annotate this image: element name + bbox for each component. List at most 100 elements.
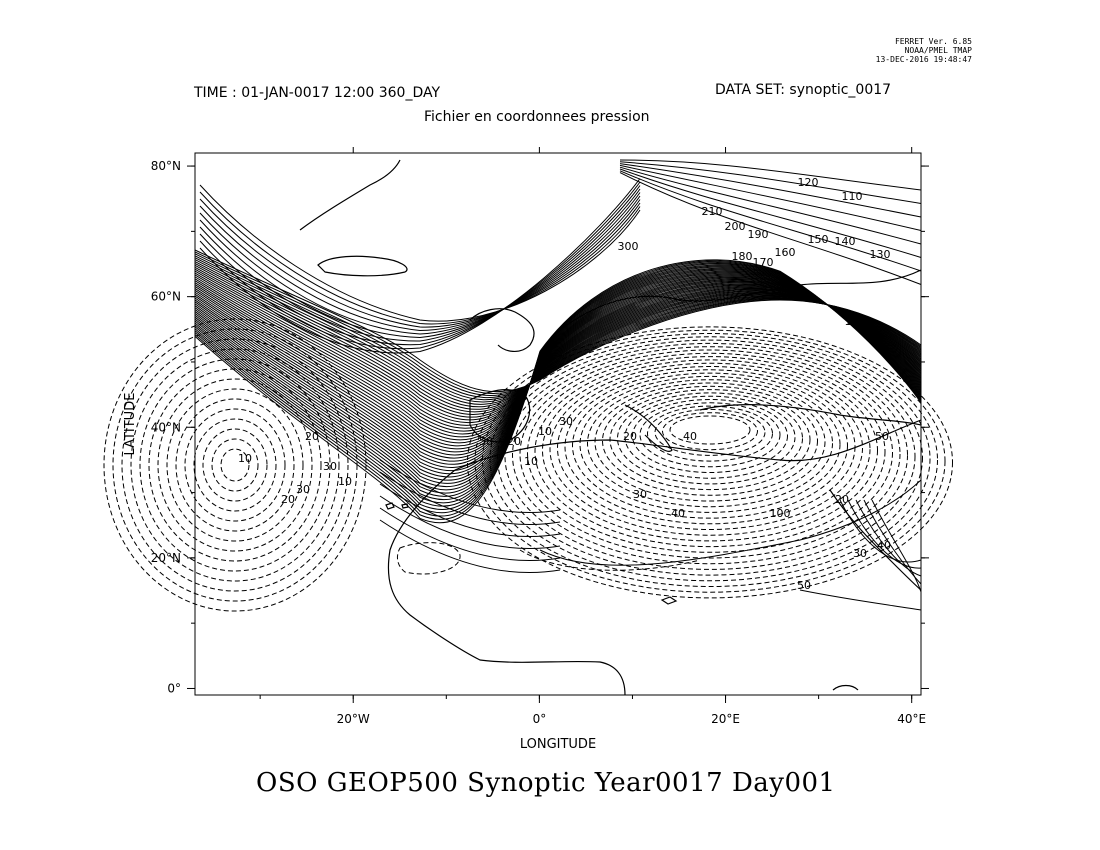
solid-contour <box>199 195 641 335</box>
y-tick-label: 60°N <box>151 290 181 304</box>
dashed-contour <box>549 362 871 536</box>
dashed-contour <box>557 366 863 530</box>
dashed-contour <box>175 398 295 532</box>
dashed-contour <box>467 326 953 599</box>
contour-label: 30 <box>296 483 310 496</box>
solid-contour <box>619 164 922 231</box>
dashed-contour <box>396 542 461 575</box>
dashed-contour <box>112 328 358 602</box>
contour-label: 180 <box>732 250 753 263</box>
x-tick-label: 40°E <box>897 712 926 726</box>
dashed-contour <box>157 378 313 552</box>
contour-label: 170 <box>753 256 774 269</box>
dashed-contour <box>654 408 766 456</box>
contour-label: 160 <box>775 246 796 259</box>
dashed-contour <box>504 342 916 570</box>
contour-label: 120 <box>798 176 819 189</box>
solid-contour <box>194 255 922 398</box>
contour-label: 180 <box>845 315 866 328</box>
coastline <box>699 403 922 426</box>
dashed-contour <box>647 405 773 462</box>
dashed-contour <box>519 349 901 559</box>
contour-label: 200 <box>725 220 746 233</box>
contour-label: 30 <box>853 547 867 560</box>
plot-frame <box>194 152 922 696</box>
contour-label: 10 <box>238 452 252 465</box>
solid-contour <box>619 161 922 204</box>
y-tick-label: 40°N <box>151 420 181 434</box>
coastline <box>317 255 408 277</box>
contour-label: 10 <box>524 455 538 468</box>
stamp-line3: 13-DEC-2016 19:48:47 <box>875 55 972 64</box>
dashed-contour <box>512 346 908 565</box>
contour-label: 110 <box>842 190 863 203</box>
solid-contour <box>379 483 561 537</box>
solid-contour <box>379 495 561 549</box>
dashed-contour <box>482 333 938 587</box>
dashed-contour <box>639 402 781 468</box>
coastline <box>829 489 922 591</box>
y-tick-label: 80°N <box>151 159 181 173</box>
dashed-contour <box>669 415 751 445</box>
x-tick-label: 0° <box>533 712 547 726</box>
contour-labels: 1201101301401501601701801902002103001805… <box>238 176 891 592</box>
dashed-contour <box>579 375 841 513</box>
axis-ticks <box>187 147 929 703</box>
dashed-contour <box>617 392 803 485</box>
x-axis-label: LONGITUDE <box>520 737 596 752</box>
x-tick-label: 20°E <box>711 712 740 726</box>
coastline <box>401 503 409 509</box>
dashed-contour <box>202 428 268 502</box>
dashed-contour <box>166 388 304 542</box>
y-axis-label: LATITUDE <box>123 393 138 456</box>
solid-contour <box>379 459 561 513</box>
solid-contour <box>863 499 922 585</box>
coastline <box>660 596 678 605</box>
dashed-contour <box>220 448 250 482</box>
dashed-contour <box>148 368 322 562</box>
contour-label: 210 <box>702 205 723 218</box>
time-label: TIME : 01-JAN-0017 12:00 360_DAY <box>194 85 441 101</box>
solid-contour <box>619 170 922 272</box>
contour-label: 20 <box>305 430 319 443</box>
coastline <box>469 388 531 443</box>
solid-contour <box>379 471 561 525</box>
dashed-contour <box>662 412 758 451</box>
dashed-contour <box>130 348 340 582</box>
solid-contour <box>799 589 922 611</box>
dashed-contour <box>519 549 701 571</box>
dashed-contour <box>121 338 349 592</box>
contour-label: 40 <box>877 539 891 552</box>
solid-contour <box>199 188 641 342</box>
dashed-contour <box>193 418 277 512</box>
dashed-contour <box>602 385 818 496</box>
dashed-contour <box>609 389 811 491</box>
axis-tick-labels: 20°W 0° 20°E 40°E 0° 20°N 40°N 60°N 80°N <box>151 159 926 726</box>
dashed-contour <box>474 329 946 593</box>
dashed-contour <box>624 395 796 479</box>
solid-contour <box>194 272 922 481</box>
contour-label: 30 <box>323 460 337 473</box>
coastline <box>387 469 626 696</box>
solid-contour <box>379 507 561 561</box>
solid-contour <box>199 181 641 350</box>
solid-contour <box>619 163 922 218</box>
dashed-contour <box>594 382 826 502</box>
solid-contour <box>199 198 641 328</box>
coastline <box>454 419 922 471</box>
dataset-label: DATA SET: synoptic_0017 <box>715 82 892 98</box>
contour-label: 50 <box>875 430 889 443</box>
y-tick-label: 20°N <box>151 551 181 565</box>
coastline <box>469 308 535 352</box>
dashed-contour <box>139 358 331 572</box>
solid-contour <box>619 172 922 285</box>
dashed-contour <box>489 336 931 582</box>
contour-label: 300 <box>618 240 639 253</box>
solid-contour <box>619 168 922 258</box>
solid-contour <box>539 479 922 566</box>
coastline <box>624 404 673 452</box>
contour-label: 20 <box>507 435 521 448</box>
contour-label: 30 <box>559 415 573 428</box>
contour-label: 20 <box>281 493 295 506</box>
